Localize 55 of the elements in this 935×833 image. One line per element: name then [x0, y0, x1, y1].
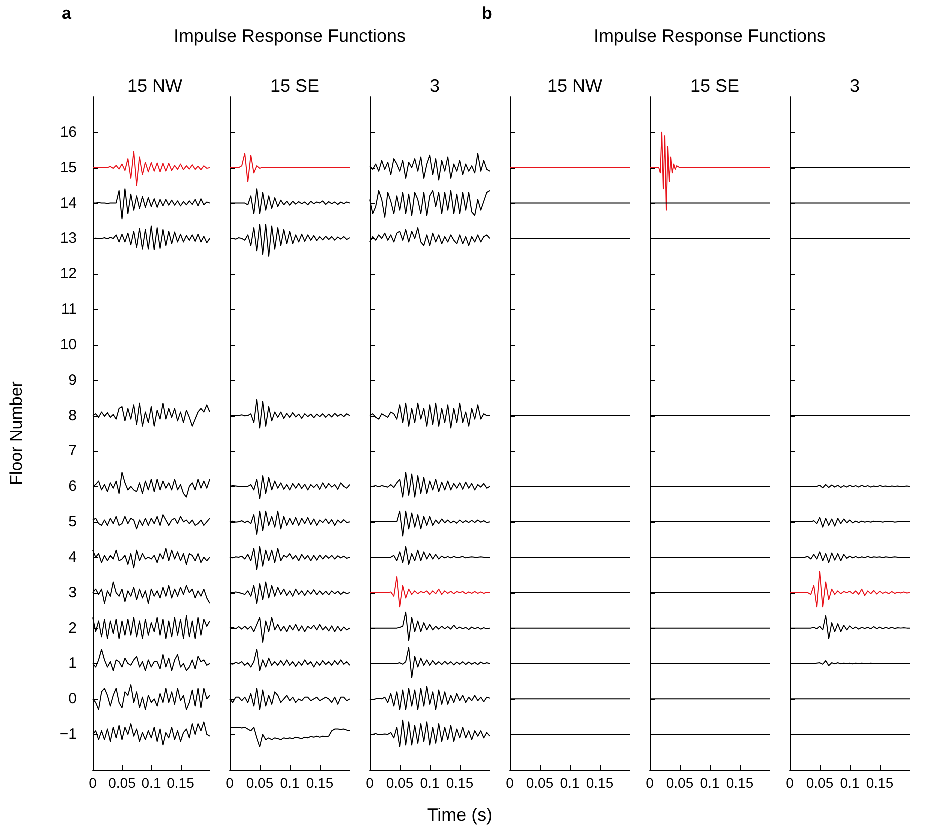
x-tick-label: 0.1 [280, 775, 300, 791]
x-tick-label: 0 [226, 775, 234, 791]
y-tick-label: 12 [60, 266, 77, 283]
y-tick-label: 0 [68, 690, 77, 708]
x-tick-label: 0.15 [726, 775, 754, 791]
x-tick-label: 0 [506, 775, 514, 791]
x-tick-label: 0.15 [586, 775, 614, 791]
x-tick-label: 0 [646, 775, 654, 791]
y-axis-title: Floor Number [7, 381, 26, 486]
x-tick-label: 0.1 [700, 775, 720, 791]
y-tick-label: −1 [60, 726, 77, 744]
x-tick-label: 0 [366, 775, 374, 791]
x-tick-label: 0.05 [666, 775, 694, 791]
x-tick-label: 0.15 [306, 775, 334, 791]
chart-title: 15 SE [690, 76, 740, 96]
chart-title: 15 NW [547, 76, 603, 96]
y-tick-label: 6 [68, 478, 77, 496]
x-tick-label: 0.15 [446, 775, 474, 791]
y-tick-label: 14 [60, 194, 77, 212]
chart-title: 3 [850, 76, 860, 96]
x-tick-label: 0.1 [840, 775, 860, 791]
x-tick-label: 0.05 [526, 775, 554, 791]
y-tick-label: 11 [61, 301, 77, 318]
y-tick-label: 2 [68, 620, 77, 637]
y-tick-label: 9 [68, 372, 77, 389]
chart-title: 15 SE [270, 76, 320, 96]
y-tick-label: 7 [68, 442, 77, 460]
text: a [62, 4, 72, 24]
text: Impulse Response Functions [592, 26, 828, 47]
x-tick-label: 0.05 [246, 775, 274, 791]
x-tick-label: 0.1 [420, 775, 440, 791]
line-series [92, 151, 210, 186]
y-tick-label: 3 [68, 584, 77, 602]
text: Impulse Response Functions [172, 26, 408, 47]
x-tick-label: 0.15 [167, 775, 195, 791]
chart-title: 3 [430, 76, 440, 96]
text: b [482, 4, 492, 24]
y-tick-label: 10 [60, 336, 77, 354]
x-axis-title: Time (s) [426, 805, 494, 826]
y-tick-label: 15 [60, 159, 77, 176]
x-tick-label: 0.1 [142, 775, 162, 791]
y-tick-label: 16 [60, 124, 77, 141]
x-tick-label: 0 [89, 775, 98, 791]
x-tick-label: 0.15 [866, 775, 894, 791]
chart-title: 15 NW [127, 76, 183, 96]
x-tick-label: 0.05 [806, 775, 834, 791]
x-tick-label: 0.05 [108, 775, 136, 791]
x-tick-label: 0.05 [386, 775, 414, 791]
x-tick-label: 0.1 [560, 775, 580, 791]
y-tick-label: 1 [68, 655, 77, 672]
y-tick-label: 4 [68, 548, 77, 566]
y-tick-label: 5 [68, 514, 77, 531]
y-tick-label: 13 [60, 230, 77, 248]
x-tick-label: 0 [786, 775, 794, 791]
y-tick-label: 8 [68, 407, 77, 424]
